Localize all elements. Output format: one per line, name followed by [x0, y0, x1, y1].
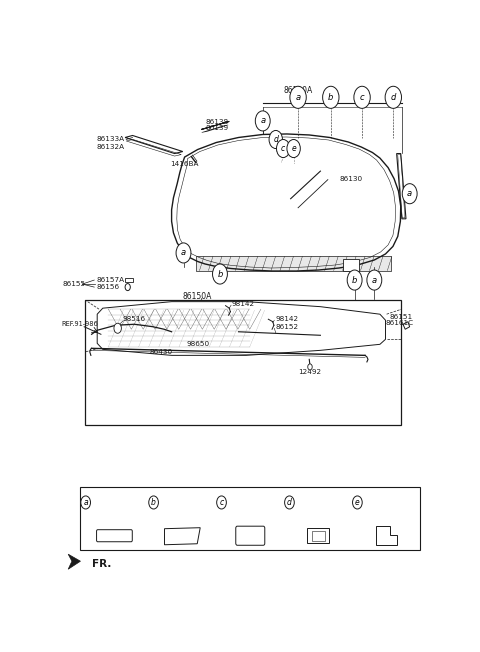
Circle shape — [276, 140, 290, 158]
Text: 98650: 98650 — [186, 341, 210, 348]
Text: c: c — [281, 144, 285, 153]
Text: a: a — [296, 93, 300, 102]
Text: 86150A: 86150A — [183, 292, 212, 301]
Circle shape — [347, 270, 362, 290]
Text: e: e — [291, 144, 296, 153]
Text: c: c — [360, 93, 364, 102]
Text: 98142: 98142 — [275, 316, 298, 322]
Circle shape — [216, 496, 227, 509]
Circle shape — [323, 86, 339, 108]
Text: d: d — [287, 498, 292, 507]
Circle shape — [385, 86, 401, 108]
Text: 82279: 82279 — [160, 498, 184, 507]
Text: 98142: 98142 — [232, 301, 255, 307]
Circle shape — [285, 496, 294, 509]
Circle shape — [125, 284, 130, 291]
Polygon shape — [68, 554, 81, 569]
Text: e: e — [355, 498, 360, 507]
Circle shape — [255, 111, 270, 131]
FancyBboxPatch shape — [85, 300, 401, 424]
Circle shape — [287, 140, 300, 158]
Text: FR.: FR. — [92, 559, 111, 569]
Text: 86430: 86430 — [149, 349, 172, 355]
Circle shape — [402, 184, 417, 203]
Circle shape — [269, 130, 282, 149]
Text: 86132A: 86132A — [96, 144, 125, 150]
Text: 86151: 86151 — [389, 314, 412, 319]
Circle shape — [213, 264, 228, 284]
Text: 1416BA: 1416BA — [170, 160, 198, 167]
Text: 97254M: 97254M — [364, 498, 395, 507]
Text: 86110A: 86110A — [284, 86, 312, 95]
Circle shape — [352, 496, 362, 509]
Text: 86156: 86156 — [96, 284, 120, 290]
Text: a: a — [181, 248, 186, 258]
Text: 86124D: 86124D — [92, 498, 122, 507]
Text: a: a — [407, 189, 412, 198]
FancyBboxPatch shape — [343, 259, 360, 271]
Circle shape — [176, 243, 191, 263]
Text: d: d — [273, 135, 278, 144]
Text: b: b — [328, 93, 334, 102]
Text: 86152: 86152 — [275, 324, 298, 330]
Text: 86157A: 86157A — [96, 277, 125, 283]
Text: 86161C: 86161C — [385, 320, 414, 326]
Text: 86115: 86115 — [228, 498, 252, 507]
Circle shape — [308, 364, 312, 370]
Text: 97257U: 97257U — [296, 498, 326, 507]
Text: 86155: 86155 — [63, 281, 86, 287]
Text: 86130: 86130 — [339, 175, 362, 182]
Text: a: a — [260, 117, 265, 125]
Circle shape — [367, 270, 382, 290]
Circle shape — [114, 323, 121, 333]
Text: b: b — [352, 276, 357, 284]
Text: a: a — [372, 276, 377, 284]
Circle shape — [81, 496, 91, 509]
Text: c: c — [219, 498, 224, 507]
Text: b: b — [217, 269, 223, 278]
Text: REF.91-986: REF.91-986 — [62, 321, 98, 327]
Circle shape — [354, 86, 370, 108]
Text: 86138: 86138 — [205, 119, 228, 125]
Text: b: b — [151, 498, 156, 507]
Text: 86139: 86139 — [205, 125, 228, 132]
Text: a: a — [84, 498, 88, 507]
Polygon shape — [196, 256, 391, 271]
Circle shape — [149, 496, 158, 509]
Text: 98516: 98516 — [122, 316, 145, 322]
Text: d: d — [391, 93, 396, 102]
Text: 12492: 12492 — [298, 369, 321, 375]
Circle shape — [290, 86, 306, 108]
Text: 86133A: 86133A — [96, 136, 125, 143]
FancyBboxPatch shape — [81, 488, 420, 550]
